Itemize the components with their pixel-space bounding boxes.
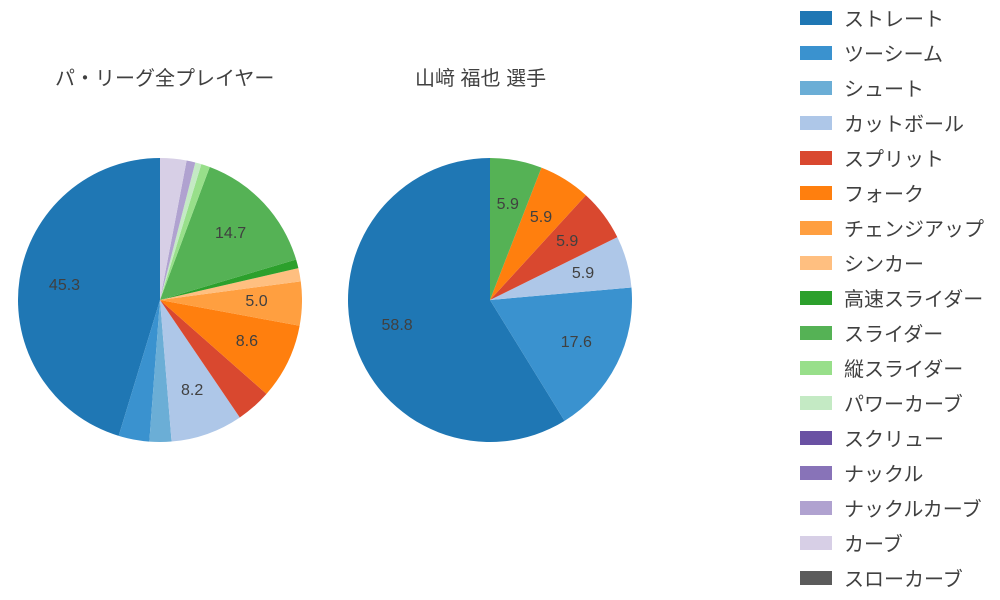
legend-label: スクリュー (844, 423, 944, 452)
legend-swatch (800, 466, 832, 480)
legend-label: ナックル (844, 458, 923, 487)
legend-swatch (800, 291, 832, 305)
legend: ストレートツーシームシュートカットボールスプリットフォークチェンジアップシンカー… (800, 0, 984, 595)
legend-swatch (800, 256, 832, 270)
legend-swatch (800, 221, 832, 235)
legend-item-縦スライダー: 縦スライダー (800, 350, 984, 385)
legend-swatch (800, 116, 832, 130)
legend-item-パワーカーブ: パワーカーブ (800, 385, 984, 420)
slice-label-ストレート: 58.8 (382, 317, 413, 335)
legend-swatch (800, 186, 832, 200)
legend-item-シンカー: シンカー (800, 245, 984, 280)
legend-item-シュート: シュート (800, 70, 984, 105)
pie-player (348, 158, 632, 442)
legend-item-チェンジアップ: チェンジアップ (800, 210, 984, 245)
stage: 45.38.28.65.014.7パ・リーグ全プレイヤー58.817.65.95… (0, 0, 1000, 600)
legend-label: 高速スライダー (844, 283, 983, 312)
legend-swatch (800, 151, 832, 165)
legend-item-高速スライダー: 高速スライダー (800, 280, 984, 315)
legend-label: カーブ (844, 528, 903, 557)
legend-item-ナックルカーブ: ナックルカーブ (800, 490, 984, 525)
slice-label-ストレート: 45.3 (49, 277, 80, 295)
legend-label: ストレート (844, 3, 944, 32)
legend-label: パワーカーブ (844, 388, 963, 417)
legend-item-ストレート: ストレート (800, 0, 984, 35)
legend-item-スプリット: スプリット (800, 140, 984, 175)
legend-swatch (800, 326, 832, 340)
legend-item-ナックル: ナックル (800, 455, 984, 490)
legend-label: チェンジアップ (844, 213, 984, 242)
legend-swatch (800, 11, 832, 25)
legend-swatch (800, 571, 832, 585)
legend-label: スライダー (844, 318, 943, 347)
slice-label-チェンジアップ: 5.0 (245, 293, 267, 311)
chart-title-league: パ・リーグ全プレイヤー (55, 62, 274, 91)
legend-swatch (800, 46, 832, 60)
slice-label-カットボール: 8.2 (181, 382, 203, 400)
legend-label: フォーク (844, 178, 924, 207)
slice-label-スライダー: 5.9 (497, 196, 519, 214)
legend-label: シンカー (844, 248, 924, 277)
legend-label: シュート (844, 73, 924, 102)
legend-swatch (800, 396, 832, 410)
legend-swatch (800, 501, 832, 515)
legend-label: ツーシーム (844, 38, 943, 67)
legend-item-カットボール: カットボール (800, 105, 984, 140)
slice-label-フォーク: 8.6 (236, 333, 258, 351)
chart-title-player: 山﨑 福也 選手 (415, 62, 546, 91)
legend-item-スクリュー: スクリュー (800, 420, 984, 455)
slice-label-スライダー: 14.7 (215, 225, 246, 243)
legend-label: スローカーブ (844, 563, 963, 592)
legend-item-ツーシーム: ツーシーム (800, 35, 984, 70)
slice-label-カットボール: 5.9 (572, 265, 594, 283)
slice-label-フォーク: 5.9 (530, 209, 552, 227)
legend-item-スライダー: スライダー (800, 315, 984, 350)
legend-item-スローカーブ: スローカーブ (800, 560, 984, 595)
legend-item-フォーク: フォーク (800, 175, 984, 210)
legend-item-カーブ: カーブ (800, 525, 984, 560)
legend-swatch (800, 536, 832, 550)
slice-label-スプリット: 5.9 (556, 233, 578, 251)
legend-swatch (800, 361, 832, 375)
legend-swatch (800, 431, 832, 445)
legend-label: ナックルカーブ (844, 493, 982, 522)
legend-label: スプリット (844, 143, 944, 172)
slice-label-ツーシーム: 17.6 (561, 334, 592, 352)
legend-label: 縦スライダー (844, 353, 963, 382)
legend-swatch (800, 81, 832, 95)
legend-label: カットボール (844, 108, 964, 137)
